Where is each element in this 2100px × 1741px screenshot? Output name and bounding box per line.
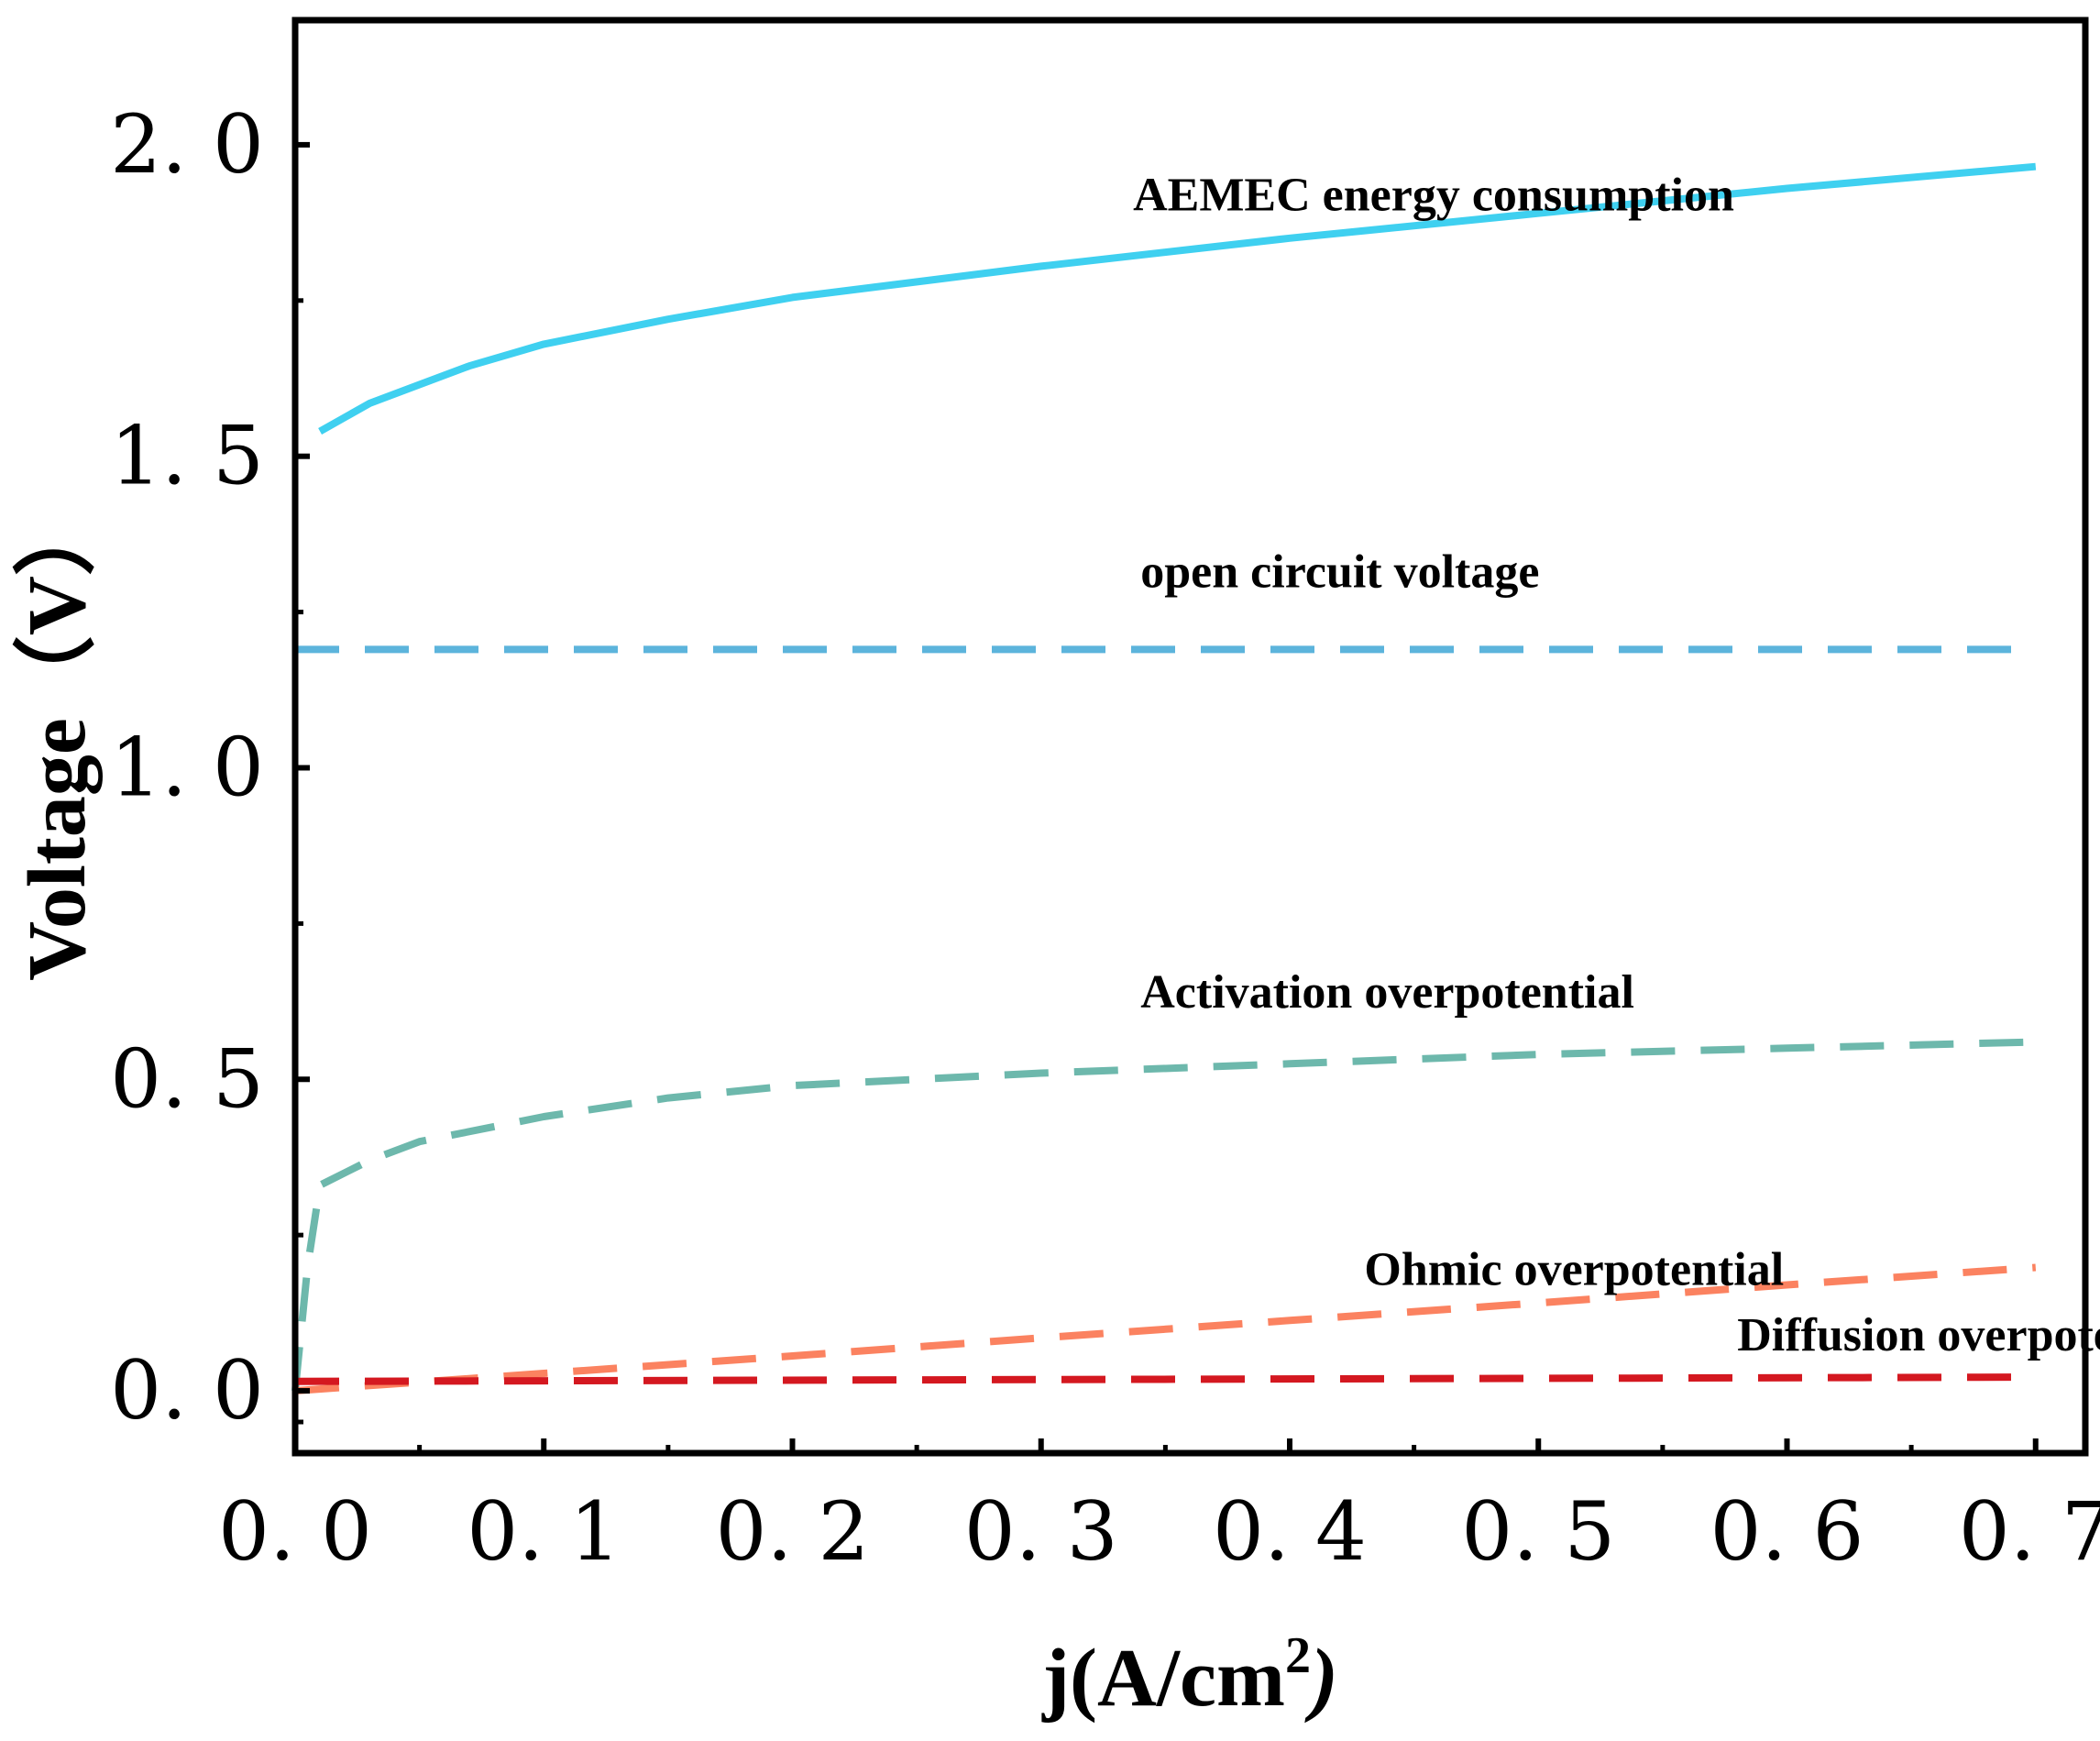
- annotation-label-5: Diffusion overpotential: [1737, 1309, 2100, 1361]
- y-tick-label: 2. 0: [110, 97, 264, 192]
- y-axis-title: Voltage（V）: [12, 493, 103, 981]
- x-tick-label: 0. 0: [218, 1484, 372, 1579]
- series-line-3: [291, 1038, 2036, 1392]
- x-tick-label: 0. 2: [716, 1484, 870, 1579]
- annotations-layer: AEMEC energy consumption open circuit vol…: [1133, 169, 2100, 1361]
- annotation-label-2: open circuit voltage: [1140, 545, 1539, 598]
- x-tick-label: 0. 7: [1959, 1484, 2100, 1579]
- plot-frame: [291, 17, 2089, 1457]
- x-tick-label: 0. 6: [1710, 1484, 1864, 1579]
- x-axis-title: j(A/cm2): [1041, 1627, 1338, 1724]
- annotation-label-1: AEMEC energy consumption: [1133, 169, 1734, 221]
- y-tick-label: 0. 5: [110, 1031, 264, 1126]
- x-tick-label: 0. 1: [467, 1484, 621, 1579]
- x-axis-title-main: j(A/cm: [1041, 1633, 1285, 1724]
- y-tick-label: 1. 0: [110, 720, 264, 814]
- y-tick-label: 0. 0: [110, 1343, 264, 1438]
- x-tick-label: 0. 3: [964, 1484, 1118, 1579]
- x-axis-title-close: ): [1304, 1633, 1338, 1724]
- annotation-label-3: Activation overpotential: [1140, 966, 1634, 1019]
- series-layer: [291, 162, 2037, 1394]
- annotation-label-4: Ohmic overpotential: [1364, 1244, 1784, 1296]
- series-line-1: [318, 162, 2037, 435]
- y-tick-label: 1. 5: [110, 409, 264, 503]
- series-line-5: [294, 1373, 2036, 1385]
- x-tick-label: 0. 4: [1213, 1484, 1367, 1579]
- ticks-layer: 0. 0 0. 1 0. 2 0. 3 0. 4 0. 5 0. 6 0. 7 0. 0 0. 5…: [110, 97, 2100, 1579]
- x-tick-label: 0. 5: [1461, 1484, 1615, 1579]
- x-axis-title-superscript: 2: [1285, 1627, 1311, 1684]
